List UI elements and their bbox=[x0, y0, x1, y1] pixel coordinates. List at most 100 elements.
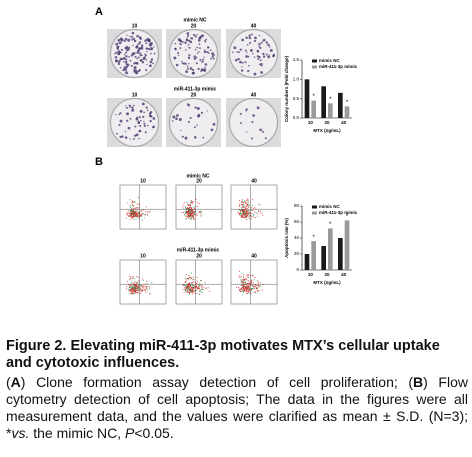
colony bbox=[138, 116, 141, 119]
event bbox=[256, 286, 258, 288]
event bbox=[241, 206, 243, 208]
event bbox=[198, 203, 200, 205]
event bbox=[201, 214, 203, 216]
colony bbox=[135, 62, 139, 65]
event bbox=[129, 213, 131, 215]
colony bbox=[131, 106, 134, 109]
event bbox=[241, 272, 243, 274]
event bbox=[139, 287, 141, 289]
event bbox=[135, 212, 137, 214]
significance-marker: * bbox=[312, 235, 315, 241]
event bbox=[248, 286, 250, 288]
event bbox=[137, 292, 139, 294]
event bbox=[143, 217, 145, 219]
event bbox=[237, 211, 239, 213]
event bbox=[134, 284, 136, 286]
colony bbox=[203, 50, 207, 54]
y-axis-label: Colony numbers (Fold change) bbox=[284, 55, 289, 122]
colony bbox=[138, 129, 142, 133]
colony bbox=[126, 49, 129, 52]
event bbox=[134, 216, 136, 218]
event bbox=[247, 201, 249, 203]
event bbox=[188, 290, 190, 292]
colony bbox=[116, 51, 118, 54]
colony bbox=[130, 64, 133, 67]
event bbox=[239, 276, 241, 278]
colony bbox=[206, 51, 209, 54]
event bbox=[195, 199, 197, 201]
bar bbox=[304, 79, 310, 118]
event bbox=[193, 219, 195, 221]
event bbox=[191, 210, 193, 212]
event bbox=[246, 202, 248, 204]
colony bbox=[210, 128, 214, 132]
event bbox=[189, 206, 191, 208]
event bbox=[187, 284, 189, 286]
colony bbox=[129, 35, 131, 38]
event bbox=[192, 216, 194, 218]
event bbox=[192, 201, 194, 203]
event bbox=[129, 287, 131, 289]
colony bbox=[189, 67, 193, 70]
colony bbox=[259, 59, 262, 62]
event bbox=[255, 287, 257, 289]
x-axis-label: MTX (ng/mL) bbox=[313, 128, 341, 133]
event bbox=[238, 209, 240, 211]
colony bbox=[136, 116, 139, 119]
event bbox=[243, 289, 245, 291]
event bbox=[127, 210, 129, 212]
colony bbox=[269, 49, 273, 52]
colony bbox=[185, 49, 187, 51]
event bbox=[248, 277, 250, 279]
event bbox=[252, 210, 254, 212]
significance-marker: * bbox=[346, 100, 349, 106]
event bbox=[193, 212, 195, 214]
colony bbox=[212, 57, 215, 60]
event bbox=[245, 289, 247, 291]
event bbox=[190, 272, 192, 274]
colony bbox=[132, 37, 135, 41]
bar bbox=[328, 103, 333, 118]
colony bbox=[198, 36, 202, 39]
caption-text: P bbox=[125, 425, 135, 441]
event bbox=[139, 293, 141, 295]
colony bbox=[145, 47, 149, 50]
y-tick-label: 40 bbox=[294, 235, 300, 240]
legend-swatch bbox=[312, 59, 317, 63]
event bbox=[131, 215, 133, 217]
event bbox=[195, 213, 197, 215]
event bbox=[244, 217, 246, 219]
event bbox=[240, 284, 242, 286]
event bbox=[253, 289, 255, 291]
event bbox=[245, 290, 247, 292]
event bbox=[190, 286, 192, 288]
event bbox=[129, 215, 131, 217]
colony bbox=[204, 39, 206, 42]
colony bbox=[143, 111, 146, 114]
colony bbox=[134, 125, 137, 128]
colony bbox=[248, 64, 250, 67]
event bbox=[193, 207, 195, 209]
colony bbox=[119, 112, 122, 115]
colony bbox=[150, 47, 152, 49]
event bbox=[133, 285, 135, 287]
colony bbox=[138, 137, 140, 140]
event bbox=[129, 284, 131, 286]
event bbox=[185, 212, 187, 214]
event bbox=[136, 290, 138, 292]
event bbox=[132, 215, 134, 217]
colony bbox=[127, 126, 131, 130]
colony bbox=[145, 42, 148, 45]
event bbox=[138, 280, 140, 282]
event bbox=[126, 288, 128, 290]
event bbox=[129, 211, 131, 213]
event bbox=[131, 282, 133, 284]
event bbox=[246, 208, 248, 210]
event bbox=[259, 204, 261, 206]
event bbox=[244, 211, 246, 213]
event bbox=[130, 277, 132, 279]
event bbox=[200, 288, 202, 290]
event bbox=[135, 282, 137, 284]
event bbox=[127, 281, 129, 283]
event bbox=[130, 212, 132, 214]
